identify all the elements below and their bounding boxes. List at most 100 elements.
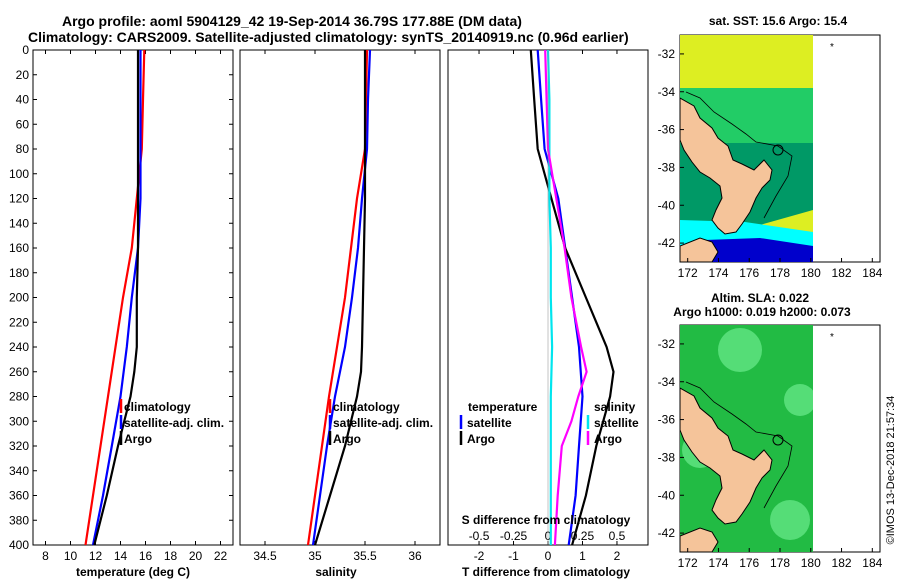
depth-tick-label: 100: [9, 167, 29, 181]
difference-legend-temperature: temperature satellite Argo: [459, 400, 538, 446]
x-tick-label: 16: [139, 549, 153, 563]
series-line-climatology: [84, 49, 146, 546]
temperature-axes: [32, 49, 234, 546]
salinity-ticks: 34.5 35 35.5 36: [253, 50, 422, 563]
sla-star-marker: *: [830, 332, 834, 343]
temperature-ticks: 8 10 12 14 16 18 20 22: [42, 50, 227, 563]
sst-lat-ticks: -32 -34 -36 -38 -40 -42: [658, 47, 684, 250]
depth-tick-label: 240: [9, 340, 29, 354]
t-difference-xlabel: T difference from climatology: [462, 565, 630, 579]
depth-tick-label: 120: [9, 192, 29, 206]
depth-tick-label: 40: [16, 93, 30, 107]
salinity-panel: 34.5 35 35.5 36 salinity climatology satell…: [239, 49, 441, 579]
lat-tick-label: -36: [658, 123, 676, 137]
legend-t-argo: Argo: [467, 432, 495, 446]
depth-tick-label: 60: [16, 117, 30, 131]
sla-map-title-line1: Altim. SLA: 0.022: [711, 291, 809, 305]
depth-tick-label: 400: [9, 538, 29, 552]
series-line-salinity-satellite: [546, 49, 554, 545]
sla-map-title-line2: Argo h1000: 0.019 h2000: 0.073: [673, 305, 851, 319]
s-diff-tick-label: 0.5: [609, 529, 626, 543]
difference-legend-salinity: salinity satellite Argo: [586, 400, 639, 446]
x-tick-label: 36: [408, 549, 422, 563]
lon-tick-label: 174: [708, 556, 728, 570]
series-line-satellite-adj-clim-: [311, 49, 372, 546]
sla-argo-marker: [772, 434, 784, 446]
lat-tick-label: -36: [658, 413, 676, 427]
lon-tick-label: 180: [801, 556, 821, 570]
sla-isobath: [685, 381, 793, 509]
x-tick-label: 22: [214, 549, 228, 563]
sst-isobath: [685, 91, 793, 219]
lon-tick-label: 172: [678, 266, 698, 280]
lon-tick-label: 178: [770, 556, 790, 570]
series-line-temperature-argo: [529, 49, 615, 546]
sla-lon-ticks: 172 174 176 178 180 182 184: [678, 548, 883, 570]
sst-land-south-island: [680, 237, 719, 262]
legend-climatology: climatology: [333, 400, 400, 414]
sla-field-blob: [770, 500, 810, 540]
lat-tick-label: -38: [658, 160, 676, 174]
legend-s-satellite: satellite: [594, 416, 639, 430]
lat-tick-label: -38: [658, 450, 676, 464]
depth-tick-label: 220: [9, 315, 29, 329]
depth-tick-label: 320: [9, 439, 29, 453]
temperature-series: [84, 49, 146, 546]
depth-tick-label: 0: [22, 43, 29, 57]
lat-tick-label: -42: [658, 236, 676, 250]
series-line-argo: [93, 50, 140, 546]
legend-salinity-title: salinity: [594, 400, 636, 414]
s-diff-tick-label: -0.25: [500, 529, 528, 543]
legend-s-argo: Argo: [594, 432, 622, 446]
lat-tick-label: -32: [658, 47, 676, 61]
sla-field-blob: [784, 384, 813, 416]
x-tick-label: 18: [164, 549, 178, 563]
x-tick-label: -2: [474, 549, 485, 563]
depth-tick-label: 260: [9, 365, 29, 379]
title-line1: Argo profile: aoml 5904129_42 19-Sep-201…: [62, 13, 522, 29]
salinity-series: [306, 49, 372, 546]
lat-tick-label: -40: [658, 198, 676, 212]
x-tick-label: 1: [579, 549, 586, 563]
sla-land-north-island: [680, 387, 773, 525]
sst-field: [680, 35, 813, 262]
sst-field-dark: [705, 238, 813, 262]
temperature-legend: climatology satellite-adj. clim. Argo: [119, 399, 224, 446]
lat-tick-label: -42: [658, 526, 676, 540]
lon-tick-label: 184: [862, 556, 882, 570]
lon-tick-label: 176: [739, 556, 759, 570]
lon-tick-label: 182: [832, 266, 852, 280]
x-tick-label: 35: [308, 549, 322, 563]
title-line2: Climatology: CARS2009. Satellite-adjuste…: [28, 29, 629, 45]
lon-tick-label: 174: [708, 266, 728, 280]
lon-tick-label: 172: [678, 556, 698, 570]
imos-credit: ©IMOS 13-Dec-2018 21:57:34: [885, 396, 897, 545]
legend-t-satellite: satellite: [467, 416, 512, 430]
x-tick-label: 8: [42, 549, 49, 563]
x-tick-label: 12: [89, 549, 103, 563]
temperature-panel: 0204060801001201401601802002202402602803…: [9, 43, 648, 579]
salinity-legend: climatology satellite-adj. clim. Argo: [328, 399, 433, 446]
legend-argo: Argo: [333, 432, 361, 446]
lat-tick-label: -32: [658, 337, 676, 351]
sst-lon-ticks: 172 174 176 178 180 182 184: [678, 258, 883, 280]
x-tick-label: 35.5: [353, 549, 377, 563]
depth-tick-label: 360: [9, 489, 29, 503]
depth-tick-label: 200: [9, 291, 29, 305]
sst-land-north-island: [680, 97, 773, 235]
depth-tick-label: 300: [9, 414, 29, 428]
depth-tick-label: 140: [9, 216, 29, 230]
x-tick-label: 20: [189, 549, 203, 563]
x-tick-label: 0: [545, 549, 552, 563]
depth-tick-label: 380: [9, 513, 29, 527]
series-line-argo: [313, 50, 367, 546]
lon-tick-label: 176: [739, 266, 759, 280]
sla-land-south-island: [680, 527, 719, 552]
temperature-xlabel: temperature (deg C): [76, 565, 190, 579]
legend-satellite-adj: satellite-adj. clim.: [124, 416, 224, 430]
series-line-satellite-adj-clim-: [91, 50, 142, 546]
sla-lat-ticks: -32 -34 -36 -38 -40 -42: [658, 337, 684, 540]
lat-tick-label: -40: [658, 488, 676, 502]
x-tick-label: 34.5: [253, 549, 277, 563]
